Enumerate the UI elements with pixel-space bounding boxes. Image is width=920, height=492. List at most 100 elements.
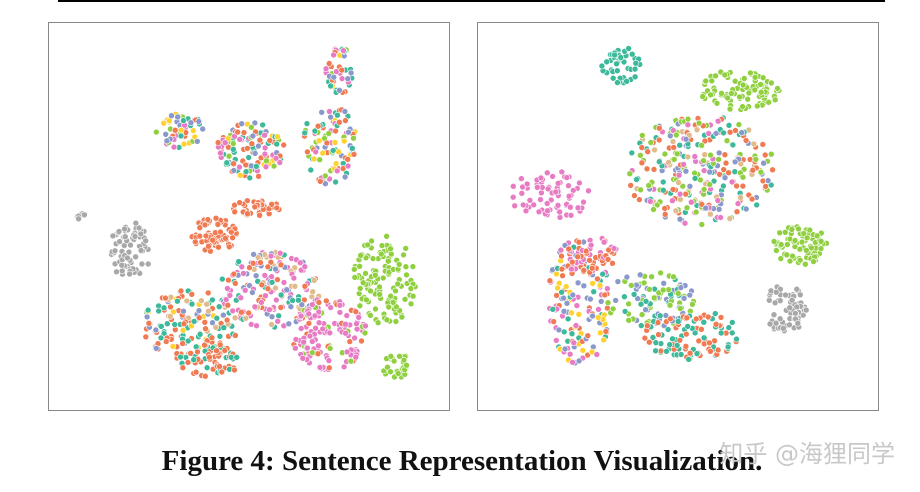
point (251, 150, 259, 157)
point (781, 229, 789, 236)
point (686, 291, 694, 299)
point (593, 351, 601, 358)
point (666, 132, 674, 140)
point (387, 352, 395, 360)
point (801, 260, 809, 268)
point (307, 166, 315, 174)
point (268, 278, 276, 286)
point (332, 127, 339, 135)
point (596, 329, 604, 337)
point (237, 294, 245, 302)
point (273, 204, 281, 212)
point (653, 201, 661, 209)
point (174, 113, 181, 121)
point (346, 338, 354, 345)
point (612, 297, 619, 304)
point (240, 270, 247, 277)
point (115, 228, 123, 235)
point (258, 281, 266, 289)
point (595, 306, 602, 313)
point (409, 263, 417, 270)
point (316, 364, 324, 371)
point (518, 175, 525, 182)
point (308, 338, 316, 345)
point (196, 232, 204, 240)
point (326, 345, 334, 352)
point (737, 194, 744, 201)
point (187, 119, 195, 126)
point (543, 200, 551, 207)
point (321, 172, 329, 180)
point (554, 284, 561, 292)
point (759, 74, 767, 81)
point (220, 311, 227, 319)
point (691, 153, 699, 160)
point (118, 261, 126, 269)
point (559, 272, 566, 280)
point (299, 354, 307, 362)
point (277, 304, 285, 311)
point (220, 324, 228, 332)
point (109, 232, 117, 240)
point (371, 271, 379, 279)
point (304, 344, 311, 352)
point (676, 215, 684, 223)
point (645, 338, 653, 346)
point (638, 311, 646, 318)
point (731, 158, 739, 166)
point (369, 255, 377, 262)
point (659, 186, 667, 194)
point (137, 230, 145, 238)
point (786, 304, 794, 312)
point (621, 293, 628, 301)
point (242, 161, 249, 169)
point (336, 301, 344, 309)
point (402, 263, 410, 271)
point (753, 201, 761, 209)
point (669, 335, 676, 343)
point (757, 88, 765, 96)
point (661, 211, 669, 218)
point (334, 111, 341, 119)
point (565, 182, 572, 189)
point (611, 51, 618, 59)
point (670, 273, 677, 281)
point (308, 301, 316, 308)
point (238, 263, 246, 271)
point (145, 319, 153, 327)
point (594, 314, 602, 321)
point (724, 343, 732, 351)
point (144, 260, 152, 268)
point (301, 282, 309, 290)
point (687, 198, 695, 206)
point (338, 75, 346, 82)
point (180, 140, 188, 148)
point (749, 166, 757, 174)
point (598, 62, 606, 70)
point (558, 288, 565, 296)
point (164, 320, 171, 328)
point (562, 283, 570, 290)
point (330, 73, 338, 81)
point (674, 290, 682, 297)
point (261, 131, 268, 139)
point (230, 270, 238, 278)
point (759, 141, 767, 148)
point (726, 215, 734, 222)
point (707, 347, 714, 355)
point (701, 151, 709, 158)
point (565, 245, 573, 253)
point (306, 332, 314, 340)
point (742, 137, 750, 144)
point (251, 303, 259, 311)
point (244, 145, 251, 152)
point (626, 170, 634, 177)
point (784, 241, 791, 248)
point (722, 159, 730, 167)
point (180, 117, 187, 124)
point (209, 319, 216, 327)
point (395, 261, 403, 268)
point (266, 137, 274, 144)
point (742, 205, 750, 213)
point (770, 311, 778, 319)
